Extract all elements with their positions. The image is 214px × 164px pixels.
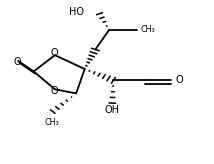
Text: O: O xyxy=(175,75,183,85)
Text: CH₃: CH₃ xyxy=(141,25,155,34)
Text: O: O xyxy=(13,58,21,68)
Text: CH₃: CH₃ xyxy=(44,118,59,127)
Text: O: O xyxy=(51,48,58,58)
Text: OH: OH xyxy=(105,105,120,115)
Text: HO: HO xyxy=(69,7,84,17)
Text: O: O xyxy=(50,86,58,96)
